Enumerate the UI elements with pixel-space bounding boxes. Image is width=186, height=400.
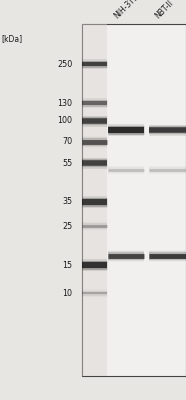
Text: NIH-3T3: NIH-3T3 — [112, 0, 140, 20]
Text: 130: 130 — [57, 99, 73, 108]
Text: 25: 25 — [62, 222, 73, 231]
Text: 70: 70 — [62, 138, 73, 146]
Text: 35: 35 — [62, 197, 73, 206]
Bar — [82, 24, 107, 376]
Text: 55: 55 — [62, 158, 73, 168]
Text: 10: 10 — [62, 289, 73, 298]
Text: 15: 15 — [62, 261, 73, 270]
Bar — [82, 24, 186, 376]
Text: NBT-II: NBT-II — [154, 0, 176, 20]
Text: [kDa]: [kDa] — [2, 34, 23, 43]
Text: 250: 250 — [57, 60, 73, 69]
Text: 100: 100 — [57, 116, 73, 125]
